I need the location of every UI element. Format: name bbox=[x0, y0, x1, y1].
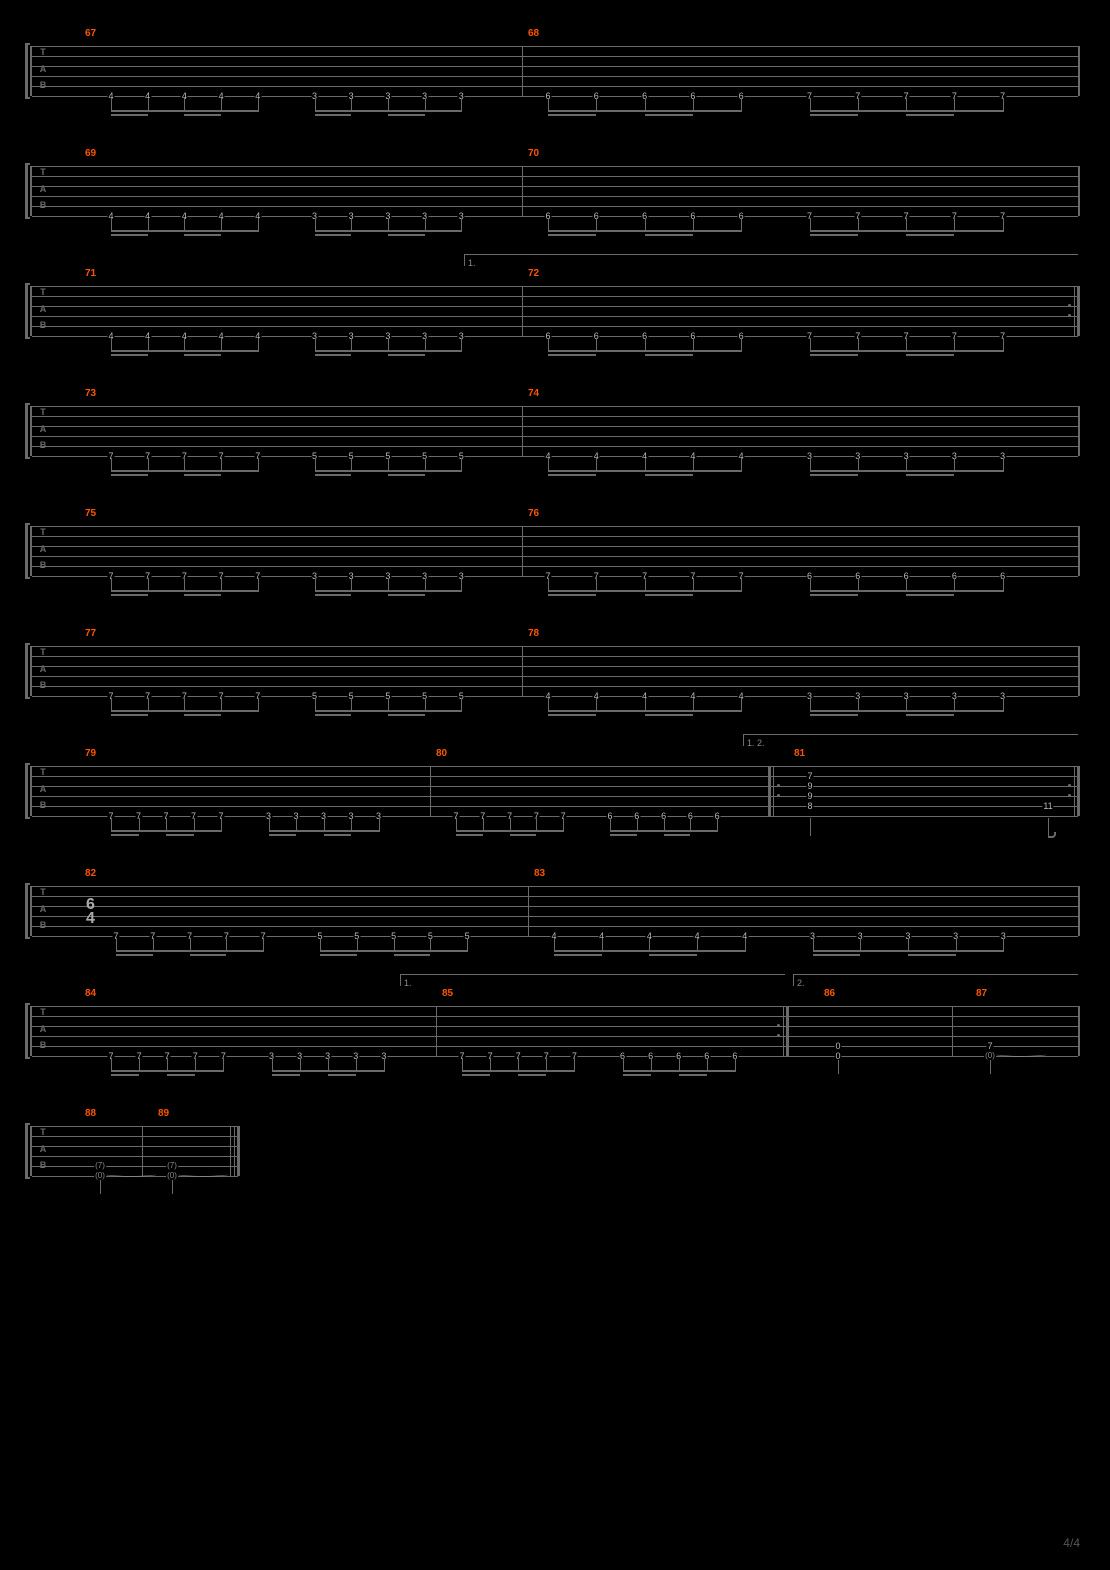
staff-lines bbox=[30, 886, 1080, 936]
tie-arc bbox=[996, 1052, 1046, 1057]
staff-row: TAB82647777755555834444433333 bbox=[30, 870, 1080, 950]
barline bbox=[142, 1126, 143, 1176]
volta-bracket: 2. bbox=[793, 974, 1078, 986]
measure-number: 77 bbox=[85, 628, 96, 639]
tab-clef: TAB bbox=[36, 768, 50, 810]
measure-number: 71 bbox=[85, 268, 96, 279]
tab-clef: TAB bbox=[36, 168, 50, 210]
barline bbox=[436, 1006, 437, 1056]
staff-row: TAB674444433333686666677777 bbox=[30, 30, 1080, 110]
measure-number: 87 bbox=[976, 988, 987, 999]
tab-clef: TAB bbox=[36, 48, 50, 90]
page-number: 4/4 bbox=[1063, 1536, 1080, 1550]
tab-clef: TAB bbox=[36, 1128, 50, 1170]
tab-clef: TAB bbox=[36, 1008, 50, 1050]
barline bbox=[522, 526, 523, 576]
tied-fret: (0) bbox=[94, 1172, 106, 1180]
tied-fret: (7) bbox=[166, 1162, 178, 1170]
measure-number: 70 bbox=[528, 148, 539, 159]
fret-number: 7 bbox=[806, 772, 813, 780]
fret-number: 0 bbox=[834, 1052, 841, 1060]
barline bbox=[522, 166, 523, 216]
measure-number: 89 bbox=[158, 1108, 169, 1119]
tab-clef: TAB bbox=[36, 528, 50, 570]
volta-bracket: 1. bbox=[464, 254, 1078, 266]
tab-clef: TAB bbox=[36, 408, 50, 450]
fret-number: 0 bbox=[834, 1042, 841, 1050]
tab-clef: TAB bbox=[36, 888, 50, 930]
measure-number: 68 bbox=[528, 28, 539, 39]
staff-row: TAB777777755555784444433333 bbox=[30, 630, 1080, 710]
tab-clef: TAB bbox=[36, 648, 50, 690]
fret-number: 11 bbox=[1042, 802, 1053, 810]
measure-number: 78 bbox=[528, 628, 539, 639]
barline bbox=[522, 46, 523, 96]
staff-lines bbox=[30, 166, 1080, 216]
barline bbox=[230, 1126, 231, 1176]
measure-number: 69 bbox=[85, 148, 96, 159]
measure-number: 73 bbox=[85, 388, 96, 399]
staff-lines bbox=[30, 646, 1080, 696]
staff-row: TAB1.2.8477777333338577777666668600877(0… bbox=[30, 990, 1080, 1070]
volta-bracket: 1. bbox=[400, 974, 785, 986]
measure-number: 84 bbox=[85, 988, 96, 999]
staff-row: TAB737777755555744444433333 bbox=[30, 390, 1080, 470]
staff-row: TAB757777733333767777766666 bbox=[30, 510, 1080, 590]
barline bbox=[952, 1006, 953, 1056]
barline bbox=[522, 286, 523, 336]
measure-number: 74 bbox=[528, 388, 539, 399]
tied-fret: (0) bbox=[166, 1172, 178, 1180]
fret-number: 7 bbox=[986, 1042, 993, 1050]
tied-fret: (7) bbox=[94, 1162, 106, 1170]
tie-arc bbox=[106, 1172, 156, 1177]
staff-lines bbox=[30, 766, 1080, 816]
staff-row: TAB694444433333706666677777 bbox=[30, 150, 1080, 230]
staff-lines bbox=[30, 46, 1080, 96]
staff-lines bbox=[30, 1126, 240, 1176]
measure-number: 72 bbox=[528, 268, 539, 279]
measure-number: 83 bbox=[534, 868, 545, 879]
measure-number: 86 bbox=[824, 988, 835, 999]
measure-number: 75 bbox=[85, 508, 96, 519]
measure-number: 67 bbox=[85, 28, 96, 39]
measure-number: 79 bbox=[85, 748, 96, 759]
tie-arc bbox=[178, 1172, 228, 1177]
barline bbox=[430, 766, 431, 816]
tablature-page: TAB674444433333686666677777TAB6944444333… bbox=[0, 0, 1110, 1260]
fret-number: 9 bbox=[806, 792, 813, 800]
barline bbox=[522, 646, 523, 696]
staff-row: TAB 88 (7) (0) 89 (7) (0) bbox=[30, 1110, 1080, 1190]
measure-number: 80 bbox=[436, 748, 447, 759]
staff-lines bbox=[30, 406, 1080, 456]
measure-number: 88 bbox=[85, 1108, 96, 1119]
fret-number: 8 bbox=[806, 802, 813, 810]
measure-number: 85 bbox=[442, 988, 453, 999]
barline bbox=[522, 406, 523, 456]
time-signature: 64 bbox=[86, 898, 95, 926]
barline bbox=[528, 886, 529, 936]
measure-number: 82 bbox=[85, 868, 96, 879]
staff-lines bbox=[30, 526, 1080, 576]
measure-number: 76 bbox=[528, 508, 539, 519]
staff-lines bbox=[30, 286, 1080, 336]
staff-row: TAB1.714444433333726666677777 bbox=[30, 270, 1080, 350]
staff-row: TAB1. 2.79777773333380777776666681799811 bbox=[30, 750, 1080, 830]
measure-number: 81 bbox=[794, 748, 805, 759]
fret-number: 9 bbox=[806, 782, 813, 790]
volta-bracket: 1. 2. bbox=[743, 734, 1078, 746]
tab-clef: TAB bbox=[36, 288, 50, 330]
staff-lines bbox=[30, 1006, 1080, 1056]
tied-fret: (0) bbox=[984, 1052, 996, 1060]
